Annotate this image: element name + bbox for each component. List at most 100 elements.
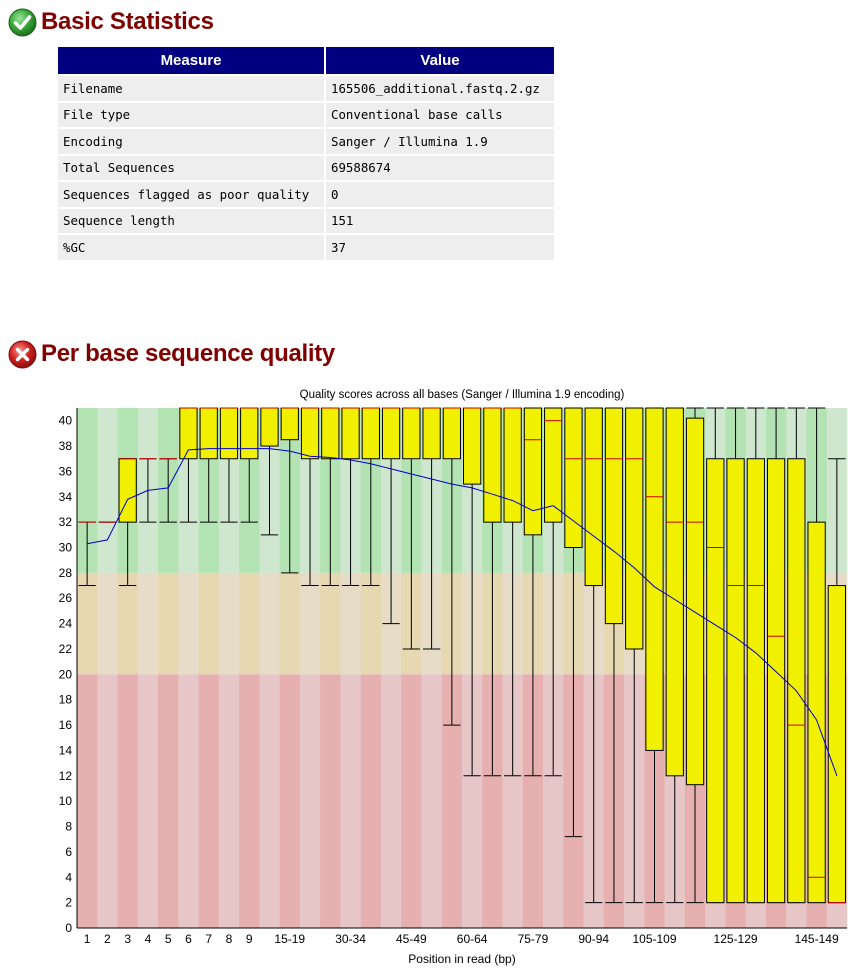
value-cell: 151 (326, 208, 554, 233)
box (341, 407, 360, 460)
x-tick-label: 6 (185, 932, 192, 946)
zone-reasonable (218, 572, 240, 675)
y-tick-label: 2 (65, 896, 72, 910)
box (827, 585, 846, 904)
zone-reasonable (279, 572, 301, 675)
value-cell: Sanger / Illumina 1.9 (326, 129, 554, 154)
box (544, 407, 563, 523)
y-tick-label: 32 (59, 515, 73, 529)
zone-reasonable (178, 572, 199, 675)
measure-cell: Sequences flagged as poor quality (58, 182, 324, 207)
box (199, 407, 218, 460)
section-title: Per base sequence quality (41, 340, 335, 367)
box (463, 407, 482, 485)
box (766, 458, 786, 904)
box (584, 407, 603, 587)
y-tick-label: 14 (59, 743, 73, 757)
x-tick-label: 9 (246, 932, 253, 946)
basic-statistics-table: Measure Value Filename 165506_additional.… (56, 45, 556, 262)
zone-poor (97, 674, 118, 928)
value-cell: Conventional base calls (326, 102, 554, 127)
value-column-header: Value (326, 47, 554, 74)
box (179, 407, 198, 460)
zone-good (97, 408, 118, 573)
x-tick-label: 60-64 (457, 932, 488, 946)
basic-statistics-heading: Basic Statistics (8, 4, 214, 40)
cross-circle-icon (8, 340, 37, 369)
zone-reasonable (97, 572, 118, 675)
box (240, 407, 259, 460)
zone-poor (178, 674, 199, 928)
value-cell: 37 (326, 235, 554, 260)
y-tick-label: 8 (65, 820, 72, 834)
x-tick-label: 90-94 (578, 932, 609, 946)
value-cell: 69588674 (326, 155, 554, 180)
zone-poor (239, 674, 260, 928)
y-tick-label: 6 (65, 845, 72, 859)
x-tick-label: 3 (124, 932, 131, 946)
box (807, 521, 826, 904)
box (402, 407, 421, 460)
box (787, 458, 806, 904)
x-tick-label: 75-79 (518, 932, 549, 946)
table-row: Filename 165506_additional.fastq.2.gz (58, 76, 554, 101)
y-tick-label: 28 (59, 566, 73, 580)
x-tick-label: 125-129 (714, 932, 758, 946)
x-tick-label: 8 (226, 932, 233, 946)
zone-poor (259, 674, 280, 928)
measure-cell: File type (58, 102, 324, 127)
y-tick-label: 10 (59, 794, 73, 808)
box (321, 407, 340, 460)
zone-poor (198, 674, 220, 928)
box (381, 407, 401, 460)
box (483, 407, 502, 523)
box (706, 458, 725, 904)
y-tick-label: 0 (65, 921, 72, 935)
zone-reasonable (158, 572, 179, 675)
x-tick-label: 15-19 (274, 932, 305, 946)
zone-reasonable (137, 572, 159, 675)
box (726, 458, 745, 904)
zone-poor (279, 674, 301, 928)
zone-reasonable (259, 572, 280, 675)
zone-poor (441, 674, 463, 928)
zone-poor (360, 674, 382, 928)
zone-reasonable (77, 572, 98, 675)
x-tick-label: 1 (84, 932, 91, 946)
x-tick-label: 145-149 (795, 932, 839, 946)
zone-reasonable (198, 572, 220, 675)
y-tick-label: 26 (59, 591, 73, 605)
zone-reasonable (320, 572, 341, 675)
zone-poor (340, 674, 361, 928)
box (523, 407, 543, 536)
x-tick-label: 30-34 (335, 932, 366, 946)
measure-cell: %GC (58, 235, 324, 260)
y-tick-label: 22 (59, 642, 73, 656)
zone-poor (137, 674, 159, 928)
y-tick-label: 38 (59, 439, 73, 453)
zone-poor (77, 674, 98, 928)
box (300, 407, 320, 460)
zone-poor (380, 674, 402, 928)
zone-reasonable (299, 572, 321, 675)
box (260, 407, 279, 447)
box (118, 458, 137, 523)
table-row: Encoding Sanger / Illumina 1.9 (58, 129, 554, 154)
box (645, 407, 664, 751)
zone-poor (462, 674, 483, 928)
zone-poor (482, 674, 503, 928)
zone-good (77, 408, 98, 573)
measure-cell: Filename (58, 76, 324, 101)
box (665, 407, 684, 777)
measure-cell: Sequence length (58, 208, 324, 233)
zone-reasonable (117, 572, 139, 675)
zone-reasonable (360, 572, 382, 675)
table-row: Sequences flagged as poor quality 0 (58, 182, 554, 207)
table-row: File type Conventional base calls (58, 102, 554, 127)
box (685, 417, 705, 786)
x-tick-label: 5 (165, 932, 172, 946)
mean-line (87, 448, 838, 776)
x-tick-label: 4 (145, 932, 152, 946)
check-circle-icon (8, 8, 37, 37)
